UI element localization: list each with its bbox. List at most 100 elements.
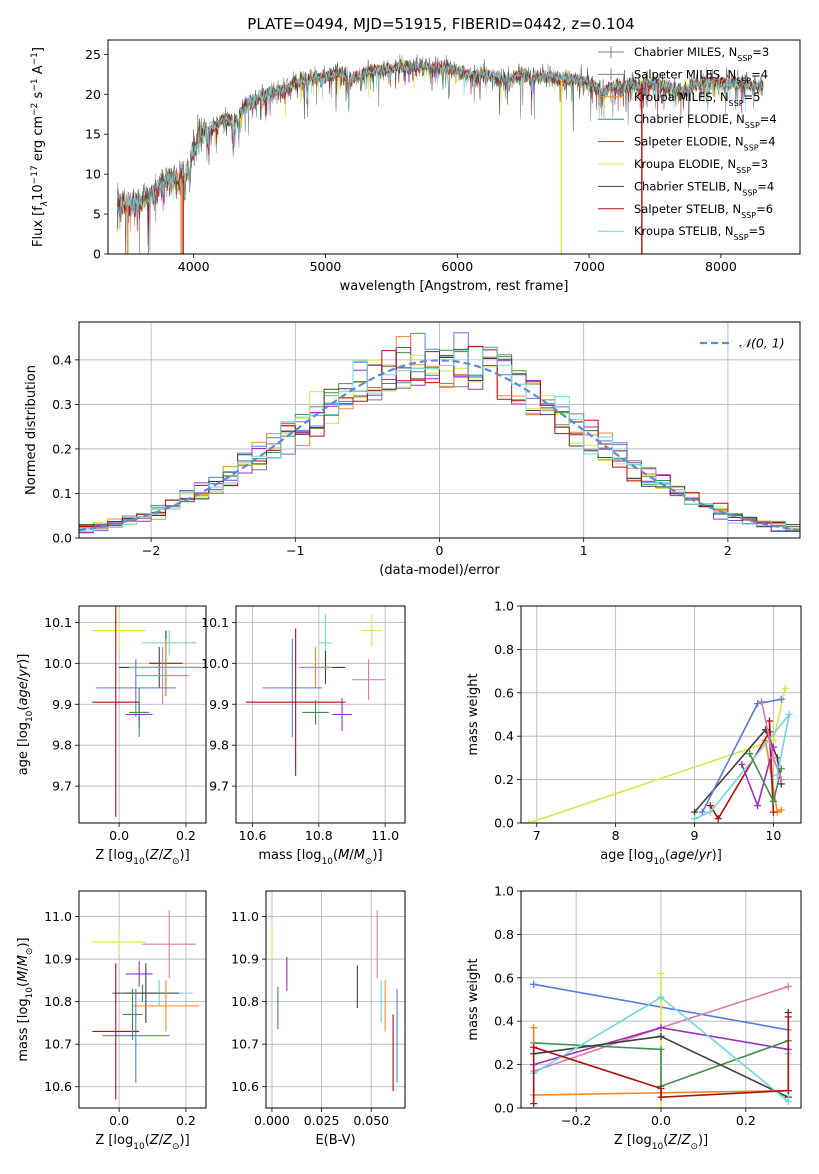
axes-frame: [265, 890, 406, 1109]
x-tick-label: 9: [691, 828, 699, 843]
mass-weight-marker: [758, 697, 766, 705]
mass-weight-marker: [530, 1100, 538, 1108]
mass-weight-marker: [765, 728, 773, 736]
x-tick-label: 6000: [441, 259, 473, 274]
mass-weight-marker: [781, 684, 789, 692]
mass-weight-marker: [657, 1032, 665, 1040]
mass-weight-marker: [530, 1043, 538, 1051]
errorbar-point: [361, 614, 382, 647]
mass-weight-marker: [777, 765, 785, 773]
mass-weight-series: [698, 695, 785, 816]
y-tick-label: 0.8: [494, 642, 514, 657]
y-tick-label: 11.0: [231, 909, 259, 924]
mass-weight-marker: [657, 1104, 665, 1108]
y-tick-label: 0.4: [494, 1014, 514, 1029]
x-tick-label: 8: [612, 828, 620, 843]
y-tick-label: 0.8: [494, 927, 514, 942]
x-axis-label: E(B-V): [315, 1133, 355, 1148]
legend-label: 𝒩(0, 1): [739, 336, 785, 351]
mass-weight-marker: [657, 1024, 665, 1032]
spectrum-line: [116, 60, 764, 216]
y-axis-label: mass weight: [466, 958, 481, 1040]
y-axis-label: mass weight: [466, 673, 481, 755]
age-Z-panel: 0.0 0.2 9.7 9.8 9.9 10.0 10.1 Z [log10(Z/Z⊙)] ag…: [16, 605, 207, 867]
errorbar-point: [332, 698, 352, 731]
x-tick-label: 1: [580, 543, 588, 558]
histogram-series: [79, 347, 800, 538]
y-tick-label: 20: [85, 87, 101, 102]
x-tick-label: 10.6: [239, 828, 267, 843]
errorbar-point: [245, 628, 346, 776]
y-axis-label: Flux [fλ10−17 erg cm−2 s−1 A−1]: [30, 47, 50, 247]
mass-weight-marker: [706, 802, 714, 810]
age-mass-panel: 10.6 10.8 11.0 9.7 9.8 9.9 10.0 10.1 mass [log10…: [201, 605, 406, 867]
axes-frame: [78, 890, 207, 1109]
x-tick-label: 0.2: [736, 1113, 756, 1128]
mass-weight-marker: [777, 806, 785, 814]
mass-weight-marker: [530, 980, 538, 988]
errorbar-point: [298, 646, 333, 688]
y-tick-label: 9.7: [209, 779, 229, 794]
errorbar-point: [112, 963, 180, 1023]
x-tick-label: 0.025: [304, 1113, 340, 1128]
legend-label: Kroupa ELODIE, NSSP=3: [634, 157, 768, 175]
axes-frame: [78, 605, 207, 824]
x-axis-label: Z [log10(Z/Z⊙)]: [95, 848, 189, 867]
y-tick-label: 25: [85, 47, 101, 62]
mass-weight-marker: [754, 700, 762, 708]
legend-label: Chabrier STELIB, NSSP=4: [634, 179, 774, 197]
y-tick-label: 10.9: [231, 952, 259, 967]
y-tick-label: 0.0: [52, 531, 72, 546]
y-tick-label: 0.0: [494, 816, 514, 831]
y-tick-label: 10.1: [201, 615, 229, 630]
figure-title: PLATE=0494, MJD=51915, FIBERID=0442, z=0…: [247, 15, 634, 33]
y-axis-label: mass [log10(M/M⊙)]: [16, 937, 35, 1061]
x-axis-label: age [log10(age/yr)]: [600, 848, 722, 867]
legend-label: Chabrier MILES, NSSP=3: [634, 45, 769, 63]
mass-EBV-panel: 0.000 0.025 0.050 10.6 10.7 10.8 10.9 11.0 E(B-V…: [231, 890, 406, 1148]
y-tick-label: 0.2: [494, 1057, 514, 1072]
x-tick-label: −2: [142, 543, 160, 558]
x-tick-label: 2: [724, 543, 732, 558]
x-tick-label: 8000: [705, 259, 737, 274]
errorbar-point: [135, 646, 190, 705]
x-tick-label: 10.8: [305, 828, 333, 843]
y-tick-label: 10.7: [231, 1037, 259, 1052]
mass-weight-series: [706, 717, 777, 823]
errorbar-point: [125, 961, 153, 987]
axes-frame: [235, 605, 406, 824]
y-tick-label: 5: [93, 207, 101, 222]
y-tick-label: 10.6: [231, 1079, 259, 1094]
y-tick-label: 10.7: [44, 1037, 72, 1052]
mass-weight-marker: [706, 808, 714, 816]
axes-frame: [520, 890, 802, 1109]
y-tick-label: 9.7: [52, 779, 72, 794]
y-tick-label: 0: [93, 247, 101, 262]
x-axis-label: mass [log10(M/M⊙)]: [258, 848, 382, 867]
legend-label: Kroupa MILES, NSSP=5: [634, 90, 760, 108]
errorbar-point: [122, 988, 143, 1040]
x-tick-label: 4000: [178, 259, 210, 274]
legend-label: Salpeter STELIB, NSSP=6: [634, 202, 773, 220]
mass-weight-marker: [746, 750, 754, 758]
mass-weight-marker: [657, 993, 665, 1001]
mass-weight-marker: [714, 815, 722, 823]
mass-weight-marker: [784, 1097, 792, 1105]
y-tick-label: 9.9: [209, 697, 229, 712]
mass-weight-marker: [777, 776, 785, 784]
errorbar-point: [351, 659, 386, 701]
y-tick-label: 10.8: [44, 994, 72, 1009]
y-tick-label: 10.0: [201, 656, 229, 671]
y-tick-label: 1.0: [494, 884, 514, 899]
x-tick-label: 0.0: [109, 828, 129, 843]
mass-weight-marker: [530, 1024, 538, 1032]
mass-weight-marker: [754, 802, 762, 810]
axes-frame: [107, 39, 801, 255]
spectrum-legend: Chabrier MILES, NSSP=3 Salpeter MILES, NS…: [598, 45, 777, 242]
x-axis-label: Z [log10(Z/Z⊙)]: [95, 1133, 189, 1152]
x-tick-label: 0: [436, 543, 444, 558]
y-tick-label: 0.4: [52, 352, 72, 367]
mass-weight-marker: [698, 808, 706, 816]
y-tick-label: 10: [85, 167, 101, 182]
x-tick-label: 7000: [573, 259, 605, 274]
